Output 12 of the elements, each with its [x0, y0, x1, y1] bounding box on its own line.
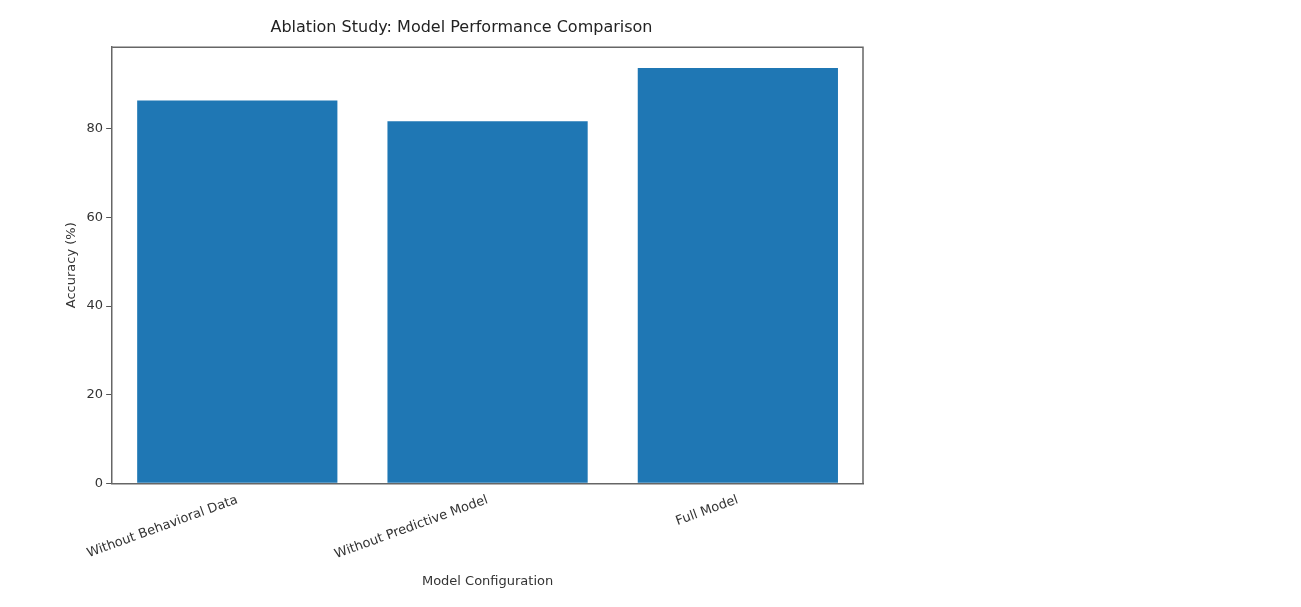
x-tick-label: Full Model — [673, 491, 741, 528]
y-tick-label: 20 — [86, 386, 104, 402]
bar — [137, 100, 338, 483]
y-tick-label: 40 — [86, 297, 104, 313]
bar — [637, 68, 838, 483]
y-tick-label: 0 — [94, 474, 104, 490]
y-axis-title: Accuracy (%) — [63, 222, 79, 309]
y-tick-label: 80 — [86, 120, 104, 136]
chart-title: Ablation Study: Model Performance Comparison — [270, 16, 653, 36]
bar — [387, 121, 588, 483]
x-axis-title: Model Configuration — [421, 572, 554, 588]
y-tick-label: 60 — [86, 208, 104, 224]
